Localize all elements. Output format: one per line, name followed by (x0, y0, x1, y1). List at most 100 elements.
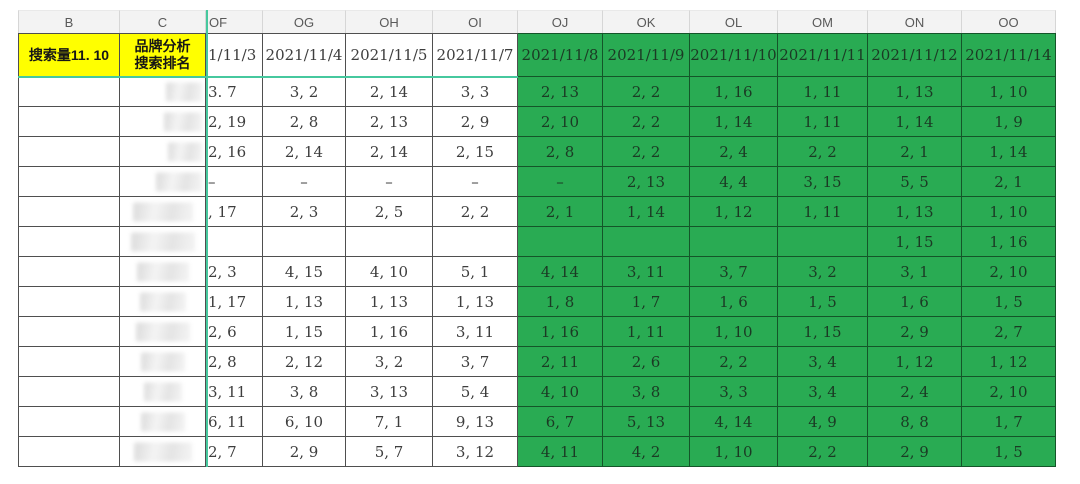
cell-OK-row8[interactable]: 1, 7 (603, 287, 690, 317)
cell-OJ-row1[interactable]: 2, 13 (518, 77, 603, 107)
cell-OH-row4[interactable]: – (346, 167, 433, 197)
cell-OH-row9[interactable]: 1, 16 (346, 317, 433, 347)
cell-OI-row7[interactable]: 5, 1 (433, 257, 518, 287)
search-volume-title-cell[interactable]: 搜索量11. 10 (18, 33, 120, 77)
cell-OL-row10[interactable]: 2, 2 (690, 347, 778, 377)
date-cell-OH[interactable]: 2021/11/5 (346, 33, 433, 77)
cell-OK-row13[interactable]: 4, 2 (603, 437, 690, 467)
column-header-OM[interactable]: OM (778, 10, 868, 33)
cell-OL-row9[interactable]: 1, 10 (690, 317, 778, 347)
cell-OJ-row11[interactable]: 4, 10 (518, 377, 603, 407)
cell-OM-row8[interactable]: 1, 5 (778, 287, 868, 317)
cell-OL-row4[interactable]: 4, 4 (690, 167, 778, 197)
cell-OO-row5[interactable]: 1, 10 (962, 197, 1056, 227)
cell-OK-row1[interactable]: 2, 2 (603, 77, 690, 107)
cell-ON-row3[interactable]: 2, 1 (868, 137, 962, 167)
cell-OM-row2[interactable]: 1, 11 (778, 107, 868, 137)
cell-B-row6[interactable] (18, 227, 120, 257)
cell-ON-row7[interactable]: 3, 1 (868, 257, 962, 287)
cell-C-row12[interactable] (120, 407, 206, 437)
cell-OL-row11[interactable]: 3, 3 (690, 377, 778, 407)
cell-OJ-row13[interactable]: 4, 11 (518, 437, 603, 467)
cell-OF-row8[interactable]: 1, 17 (206, 287, 263, 317)
cell-C-row1[interactable] (120, 77, 206, 107)
cell-OF-row5[interactable]: , 17 (206, 197, 263, 227)
cell-C-row7[interactable] (120, 257, 206, 287)
cell-OK-row10[interactable]: 2, 6 (603, 347, 690, 377)
column-header-OG[interactable]: OG (263, 10, 346, 33)
cell-OO-row4[interactable]: 2, 1 (962, 167, 1056, 197)
cell-ON-row4[interactable]: 5, 5 (868, 167, 962, 197)
cell-ON-row13[interactable]: 2, 9 (868, 437, 962, 467)
cell-OI-row3[interactable]: 2, 15 (433, 137, 518, 167)
column-header-OO[interactable]: OO (962, 10, 1056, 33)
cell-OK-row5[interactable]: 1, 14 (603, 197, 690, 227)
cell-B-row7[interactable] (18, 257, 120, 287)
cell-OJ-row9[interactable]: 1, 16 (518, 317, 603, 347)
cell-OJ-row3[interactable]: 2, 8 (518, 137, 603, 167)
cell-ON-row5[interactable]: 1, 13 (868, 197, 962, 227)
cell-OI-row6[interactable] (433, 227, 518, 257)
cell-OJ-row6[interactable] (518, 227, 603, 257)
cell-ON-row2[interactable]: 1, 14 (868, 107, 962, 137)
cell-OF-row3[interactable]: 2, 16 (206, 137, 263, 167)
date-cell-OO[interactable]: 2021/11/14 (962, 33, 1056, 77)
cell-OO-row8[interactable]: 1, 5 (962, 287, 1056, 317)
cell-OG-row5[interactable]: 2, 3 (263, 197, 346, 227)
cell-C-row2[interactable] (120, 107, 206, 137)
cell-OG-row4[interactable]: – (263, 167, 346, 197)
cell-OI-row1[interactable]: 3, 3 (433, 77, 518, 107)
cell-OJ-row5[interactable]: 2, 1 (518, 197, 603, 227)
cell-OG-row7[interactable]: 4, 15 (263, 257, 346, 287)
cell-B-row5[interactable] (18, 197, 120, 227)
cell-OM-row6[interactable] (778, 227, 868, 257)
cell-OH-row12[interactable]: 7, 1 (346, 407, 433, 437)
cell-OF-row12[interactable]: 6, 11 (206, 407, 263, 437)
cell-OL-row7[interactable]: 3, 7 (690, 257, 778, 287)
column-header-OL[interactable]: OL (690, 10, 778, 33)
column-header-OK[interactable]: OK (603, 10, 690, 33)
cell-OF-row4[interactable]: – (206, 167, 263, 197)
cell-OJ-row10[interactable]: 2, 11 (518, 347, 603, 377)
cell-OH-row2[interactable]: 2, 13 (346, 107, 433, 137)
cell-OO-row1[interactable]: 1, 10 (962, 77, 1056, 107)
cell-OH-row8[interactable]: 1, 13 (346, 287, 433, 317)
cell-OI-row2[interactable]: 2, 9 (433, 107, 518, 137)
cell-OM-row5[interactable]: 1, 11 (778, 197, 868, 227)
cell-C-row3[interactable] (120, 137, 206, 167)
cell-OG-row13[interactable]: 2, 9 (263, 437, 346, 467)
cell-OO-row11[interactable]: 2, 10 (962, 377, 1056, 407)
cell-OH-row1[interactable]: 2, 14 (346, 77, 433, 107)
cell-C-row10[interactable] (120, 347, 206, 377)
cell-OM-row10[interactable]: 3, 4 (778, 347, 868, 377)
cell-OH-row3[interactable]: 2, 14 (346, 137, 433, 167)
cell-OJ-row12[interactable]: 6, 7 (518, 407, 603, 437)
cell-OG-row9[interactable]: 1, 15 (263, 317, 346, 347)
cell-OJ-row7[interactable]: 4, 14 (518, 257, 603, 287)
cell-OH-row10[interactable]: 3, 2 (346, 347, 433, 377)
cell-OG-row10[interactable]: 2, 12 (263, 347, 346, 377)
cell-B-row3[interactable] (18, 137, 120, 167)
cell-OF-row9[interactable]: 2, 6 (206, 317, 263, 347)
cell-OK-row9[interactable]: 1, 11 (603, 317, 690, 347)
cell-OO-row10[interactable]: 1, 12 (962, 347, 1056, 377)
cell-OH-row11[interactable]: 3, 13 (346, 377, 433, 407)
cell-ON-row10[interactable]: 1, 12 (868, 347, 962, 377)
cell-OI-row4[interactable]: – (433, 167, 518, 197)
cell-B-row10[interactable] (18, 347, 120, 377)
cell-C-row9[interactable] (120, 317, 206, 347)
date-cell-OM[interactable]: 2021/11/11 (778, 33, 868, 77)
cell-B-row12[interactable] (18, 407, 120, 437)
cell-OF-row13[interactable]: 2, 7 (206, 437, 263, 467)
cell-C-row5[interactable] (120, 197, 206, 227)
cell-C-row8[interactable] (120, 287, 206, 317)
cell-ON-row12[interactable]: 8, 8 (868, 407, 962, 437)
cell-OK-row3[interactable]: 2, 2 (603, 137, 690, 167)
cell-OM-row7[interactable]: 3, 2 (778, 257, 868, 287)
cell-OO-row2[interactable]: 1, 9 (962, 107, 1056, 137)
cell-ON-row11[interactable]: 2, 4 (868, 377, 962, 407)
cell-B-row2[interactable] (18, 107, 120, 137)
cell-OI-row11[interactable]: 5, 4 (433, 377, 518, 407)
column-header-C[interactable]: C (120, 10, 206, 33)
cell-OL-row5[interactable]: 1, 12 (690, 197, 778, 227)
